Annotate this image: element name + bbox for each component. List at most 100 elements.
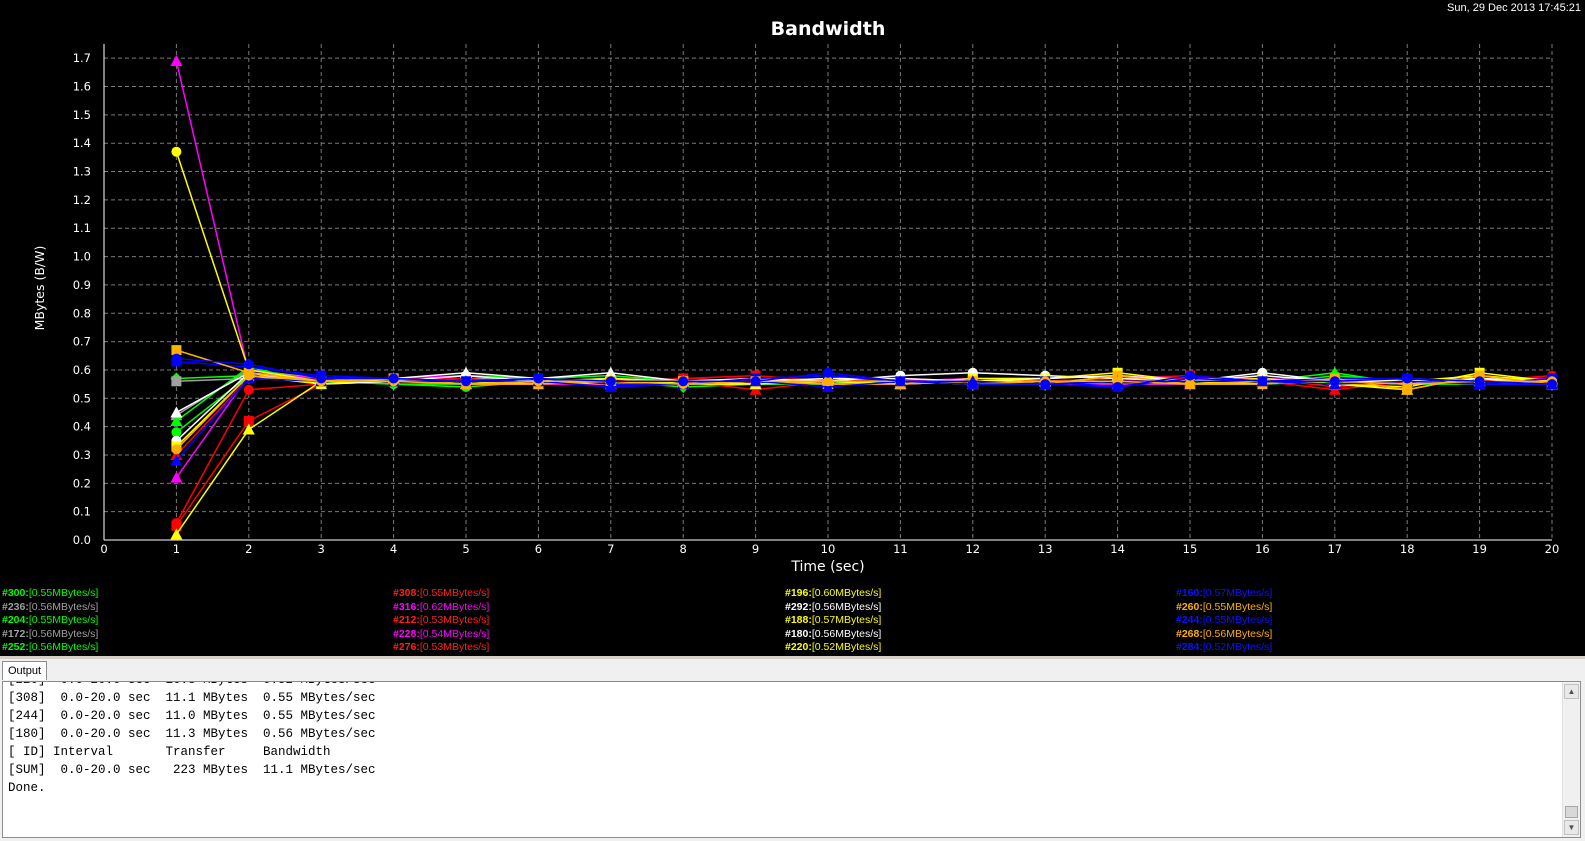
x-tick-label: 13 — [1038, 542, 1053, 556]
data-point — [243, 384, 254, 395]
legend-item: #308:[0.55MBytes/s] — [393, 587, 489, 601]
legend-stream-rate: [0.52MBytes/s] — [811, 641, 882, 654]
legend-stream-rate: [0.56MBytes/s] — [811, 627, 882, 640]
x-tick-label: 17 — [1327, 542, 1342, 556]
legend-stream-rate: [0.53MBytes/s] — [419, 614, 490, 627]
legend-item: #276:[0.53MBytes/s] — [393, 641, 489, 655]
legend-stream-id: #228: — [393, 627, 420, 640]
y-tick-label: 0.1 — [73, 505, 91, 519]
scroll-thumb[interactable] — [1565, 806, 1578, 818]
legend-stream-rate: [0.52MBytes/s] — [1202, 641, 1273, 654]
legend-stream-rate: [0.55MBytes/s] — [28, 587, 99, 599]
legend-stream-rate: [0.57MBytes/s] — [1202, 587, 1273, 599]
legend-stream-rate: [0.60MBytes/s] — [811, 587, 882, 599]
legend-stream-id: #244: — [1176, 614, 1203, 627]
legend-item: #268:[0.56MBytes/s] — [1176, 628, 1272, 642]
legend-stream-id: #300: — [2, 587, 29, 599]
legend-item: #212:[0.53MBytes/s] — [393, 614, 489, 628]
y-tick-label: 0.8 — [73, 306, 91, 320]
legend-stream-rate: [0.56MBytes/s] — [811, 600, 882, 613]
legend-stream-id: #180: — [785, 627, 812, 640]
y-tick-label: 0.6 — [73, 363, 91, 377]
x-tick-label: 4 — [390, 542, 397, 556]
x-tick-label: 1 — [173, 542, 180, 556]
legend-item: #236:[0.56MBytes/s] — [2, 601, 98, 615]
data-point — [171, 146, 182, 157]
data-point — [1040, 379, 1051, 390]
legend-item: #196:[0.60MBytes/s] — [785, 587, 881, 601]
legend-item: #252:[0.56MBytes/s] — [2, 641, 98, 655]
legend-item: #316:[0.62MBytes/s] — [393, 601, 489, 615]
data-point — [316, 373, 327, 384]
x-tick-label: 9 — [752, 542, 759, 556]
legend-stream-id: #220: — [785, 641, 812, 654]
x-tick-label: 20 — [1545, 542, 1560, 556]
legend-stream-id: #236: — [2, 600, 29, 613]
scroll-down-icon[interactable]: ▼ — [1564, 820, 1579, 835]
data-point — [243, 359, 254, 370]
legend-stream-rate: [0.54MBytes/s] — [419, 627, 490, 640]
legend-item: #244:[0.55MBytes/s] — [1176, 614, 1272, 628]
data-point — [170, 414, 183, 426]
data-point — [823, 376, 833, 387]
x-tick-label: 12 — [965, 542, 980, 556]
y-tick-label: 1.1 — [73, 221, 91, 235]
series-line — [175, 60, 1552, 383]
legend-stream-rate: [0.56MBytes/s] — [28, 627, 99, 640]
y-tick-label: 0.3 — [73, 448, 91, 462]
y-axis-label: MBytes (B/W) — [32, 246, 47, 331]
data-point — [822, 380, 834, 392]
data-point — [170, 454, 183, 466]
x-tick-label: 5 — [462, 542, 469, 556]
data-point — [170, 406, 183, 418]
output-console[interactable]: [220] 0.0-20.0 sec 10.8 MBytes 0.52 MByt… — [2, 681, 1581, 838]
x-tick-label: 15 — [1183, 542, 1198, 556]
legend-stream-rate: [0.56MBytes/s] — [28, 600, 99, 613]
x-tick-label: 8 — [680, 542, 687, 556]
y-tick-label: 0.0 — [73, 533, 91, 547]
data-point — [533, 373, 544, 384]
legend-stream-rate: [0.55MBytes/s] — [28, 614, 99, 627]
data-point — [171, 353, 182, 364]
legend-stream-id: #276: — [393, 641, 420, 654]
legend-item: #228:[0.54MBytes/s] — [393, 628, 489, 642]
scroll-up-icon[interactable]: ▲ — [1564, 684, 1579, 699]
data-point — [749, 383, 762, 395]
y-tick-label: 1.7 — [73, 51, 91, 65]
legend-item: #220:[0.52MBytes/s] — [785, 641, 881, 655]
data-point — [460, 366, 472, 378]
data-point — [170, 55, 183, 67]
timestamp: Sun, 29 Dec 2013 17:45:21 — [1447, 2, 1581, 14]
y-tick-label: 0.2 — [73, 476, 91, 490]
series-line — [175, 377, 1553, 456]
legend-stream-id: #308: — [393, 587, 420, 599]
legend-item: #292:[0.56MBytes/s] — [785, 601, 881, 615]
x-axis-label: Time (sec) — [790, 559, 864, 575]
series-line — [175, 366, 1553, 422]
data-point — [823, 367, 833, 378]
legend-stream-id: #284: — [1176, 641, 1203, 654]
data-point — [171, 444, 182, 455]
x-tick-label: 16 — [1255, 542, 1270, 556]
legend-stream-id: #196: — [785, 587, 812, 599]
data-point — [604, 380, 617, 392]
legend-stream-rate: [0.57MBytes/s] — [811, 614, 882, 627]
legend-item: #180:[0.56MBytes/s] — [785, 628, 881, 642]
data-point — [170, 528, 183, 540]
data-point — [170, 471, 183, 483]
x-tick-label: 6 — [535, 542, 542, 556]
tab-output[interactable]: Output — [2, 661, 48, 680]
x-tick-label: 0 — [100, 542, 107, 556]
legend-stream-id: #160: — [1176, 587, 1203, 599]
y-tick-label: 1.0 — [73, 250, 91, 264]
series-line — [175, 151, 1553, 385]
data-point — [967, 379, 978, 390]
x-tick-label: 10 — [821, 542, 836, 556]
output-scrollbar[interactable]: ▲ ▼ — [1562, 682, 1580, 837]
data-point — [388, 373, 399, 384]
x-tick-label: 11 — [893, 542, 908, 556]
y-tick-label: 0.5 — [73, 391, 91, 405]
panel-splitter[interactable] — [0, 656, 1585, 659]
legend-item: #284:[0.52MBytes/s] — [1176, 641, 1272, 655]
